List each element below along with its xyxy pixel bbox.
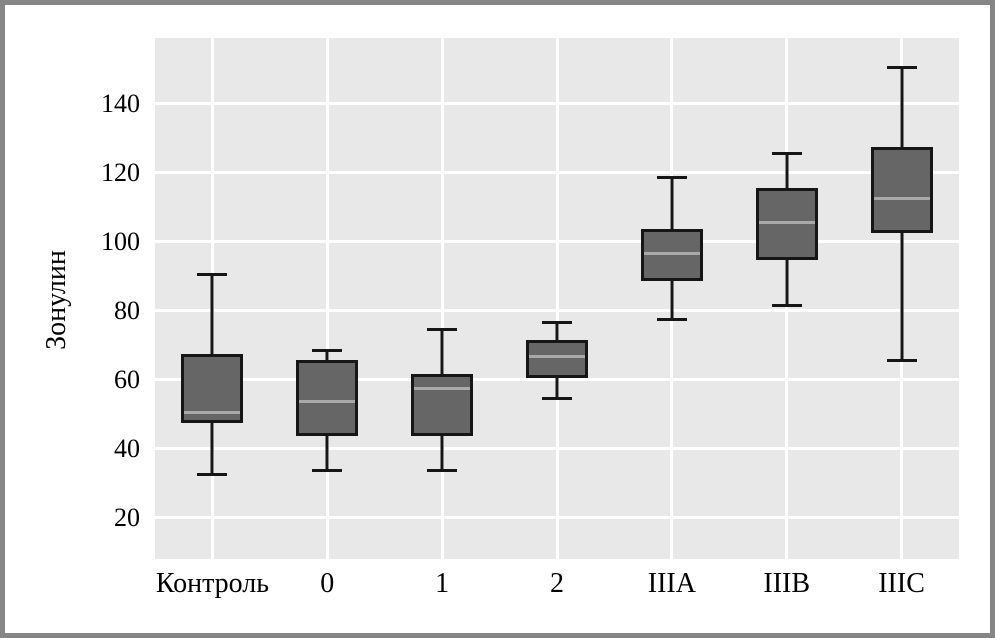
boxplot-box	[640, 229, 703, 282]
gridline-vertical	[555, 38, 559, 559]
boxplot-box	[526, 339, 588, 378]
y-tick-label: 120	[101, 157, 140, 187]
x-category-label: IIIB	[763, 568, 811, 599]
boxplot-box	[411, 374, 474, 437]
whisker-cap-top	[542, 320, 572, 324]
whisker-cap-bottom	[771, 303, 802, 307]
boxplot-box	[870, 146, 933, 233]
y-tick-label: 140	[101, 88, 140, 118]
y-tick-label: 40	[114, 433, 140, 463]
x-category-label: 0	[320, 568, 335, 599]
y-tick-label: 20	[114, 502, 140, 532]
whisker-cap-bottom	[427, 469, 458, 473]
plot-area	[155, 38, 959, 559]
x-category-label: IIIC	[878, 568, 925, 599]
median-line	[873, 196, 930, 200]
x-category-label: 2	[550, 568, 564, 599]
whisker-cap-bottom	[197, 472, 228, 476]
median-line	[643, 251, 700, 255]
whisker-cap-top	[886, 65, 917, 69]
whisker-cap-top	[771, 151, 802, 155]
whisker-cap-bottom	[656, 317, 687, 321]
boxplot-box	[296, 360, 359, 437]
x-category-label: Контроль	[155, 568, 270, 599]
x-category-label: IIIA	[647, 568, 696, 599]
whisker-cap-top	[197, 272, 228, 276]
gridline-vertical	[440, 38, 444, 559]
y-tick-label: 60	[114, 364, 140, 394]
whisker-cap-top	[656, 176, 687, 180]
whisker-cap-bottom	[312, 469, 343, 473]
gridline-vertical	[325, 38, 329, 559]
median-line	[184, 410, 241, 414]
x-category-label: 1	[435, 568, 450, 599]
whisker-cap-top	[427, 327, 458, 331]
median-line	[529, 355, 585, 359]
whisker-cap-bottom	[542, 396, 572, 400]
median-line	[299, 400, 356, 404]
boxplot-box	[755, 187, 818, 261]
y-tick-label: 80	[114, 295, 140, 325]
median-line	[414, 386, 471, 390]
whisker-cap-bottom	[886, 358, 917, 362]
whisker-cap-top	[312, 348, 343, 352]
median-line	[758, 220, 815, 224]
y-tick-label: 100	[101, 226, 140, 256]
